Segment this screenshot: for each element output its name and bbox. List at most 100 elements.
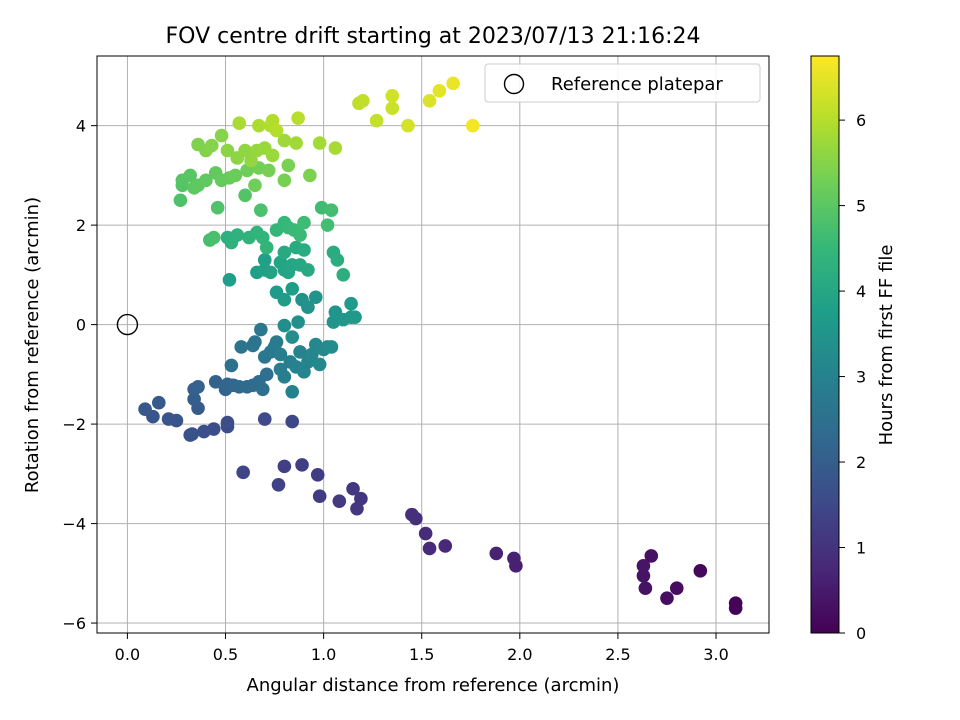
colorbar-bar — [810, 55, 840, 634]
x-tick-label: 0.5 — [213, 645, 238, 664]
x-tick-label: 2.0 — [507, 645, 532, 664]
scatter-point — [728, 601, 743, 615]
scatter-point — [297, 243, 311, 257]
scatter-point — [291, 111, 305, 125]
colorbar-tick-label: 4 — [856, 282, 866, 301]
scatter-point — [636, 568, 651, 583]
scatter-point — [438, 539, 453, 553]
legend: Reference platepar — [484, 63, 761, 103]
scatter-point — [405, 507, 419, 522]
scatter-point — [285, 330, 300, 344]
scatter-point — [295, 458, 309, 472]
scatter-point — [214, 128, 229, 143]
scatter-point — [293, 345, 307, 359]
scatter-point — [206, 230, 221, 245]
y-axis-label: Rotation from reference (arcmin) — [22, 197, 43, 493]
scatter-point — [432, 84, 447, 98]
scatter-point — [332, 494, 347, 508]
scatter-point — [232, 116, 247, 130]
colorbar-tick-label: 6 — [856, 111, 866, 130]
scatter-point — [252, 118, 266, 133]
scatter-point — [308, 290, 323, 305]
points — [138, 76, 743, 615]
y-tick-label: −6 — [62, 614, 86, 633]
scatter-point — [291, 315, 305, 329]
scatter-point — [197, 424, 211, 439]
scatter-point — [220, 143, 235, 158]
scatter-point — [324, 203, 339, 217]
scatter-point — [191, 379, 205, 394]
scatter-point — [199, 173, 213, 188]
colorbar-label: Hours from first FF file — [876, 245, 897, 446]
legend-box — [484, 63, 761, 103]
x-tick-label: 1.5 — [409, 645, 434, 664]
scatter-point — [297, 215, 311, 230]
scatter-point — [660, 591, 674, 605]
scatter-point — [222, 273, 237, 287]
reference-platepar-marker — [116, 313, 139, 336]
scatter-point — [312, 136, 327, 150]
scatter-point — [277, 173, 292, 188]
y-tick-label: 4 — [76, 117, 86, 136]
scatter-point — [228, 168, 243, 183]
legend-entry-label: Reference platepar — [551, 74, 723, 95]
scatter-point — [244, 153, 258, 168]
x-tick-label: 1.0 — [311, 645, 336, 664]
x-tick-label: 2.5 — [605, 645, 630, 664]
scatter-point — [401, 118, 415, 133]
legend-reference-marker — [503, 73, 525, 95]
scatter-point — [238, 143, 252, 158]
y-tick-label: 0 — [76, 316, 86, 335]
scatter-point — [285, 414, 300, 429]
scatter-point — [489, 546, 504, 561]
scatter-point — [644, 549, 659, 563]
scatter-point — [324, 340, 339, 354]
colorbar-tick-label: 0 — [856, 624, 866, 643]
colorbar-tick-label: 3 — [856, 368, 866, 387]
scatter-point — [344, 296, 358, 311]
scatter-point — [346, 481, 360, 496]
scatter-point — [269, 123, 284, 138]
y-tick-label: −4 — [62, 515, 86, 534]
x-tick-label: 3.0 — [703, 645, 728, 664]
scatter-point — [289, 136, 303, 150]
scatter-point — [385, 88, 400, 103]
scatter-point — [636, 559, 651, 573]
scatter-point — [173, 193, 188, 208]
scatter-point — [465, 118, 480, 133]
scatter-point — [369, 113, 384, 128]
scatter-point — [310, 468, 325, 482]
scatter-point — [254, 203, 268, 217]
colorbar: 0 1 2 3 4 5 6 Hours from first FF file — [810, 55, 897, 643]
x-axis-label: Angular distance from reference (arcmin) — [247, 675, 620, 696]
scatter-point — [255, 382, 270, 397]
scatter-point — [259, 240, 274, 255]
scatter-point — [312, 357, 327, 372]
scatter-point — [312, 489, 327, 504]
scatter-point — [234, 340, 249, 354]
scatter-point — [285, 384, 300, 399]
scatter-point — [248, 335, 262, 349]
scatter-point — [638, 581, 653, 596]
scatter-point — [220, 415, 235, 430]
scatter-point — [330, 253, 345, 267]
scatter-point — [328, 141, 343, 155]
scatter-point — [254, 322, 268, 337]
x-tick-label: 0.0 — [115, 645, 140, 664]
scatter-point — [161, 412, 176, 426]
scatter-point — [183, 168, 197, 183]
scatter-point — [301, 263, 315, 277]
scatter-point — [422, 93, 437, 108]
scatter-point — [277, 133, 292, 148]
scatter-point — [356, 93, 370, 108]
scatter-point — [152, 395, 166, 410]
x-ticks: 0.0 0.5 1.0 1.5 2.0 2.5 3.0 — [115, 633, 729, 664]
y-ticks: −6 −4 −2 0 2 4 — [62, 117, 97, 633]
scatter-point — [265, 148, 280, 163]
chart-title: FOV centre drift starting at 2023/07/13 … — [166, 24, 701, 49]
scatter-point — [224, 358, 239, 373]
scatter-point — [277, 245, 292, 260]
scatter-point — [669, 581, 684, 596]
scatter-point — [303, 168, 317, 183]
